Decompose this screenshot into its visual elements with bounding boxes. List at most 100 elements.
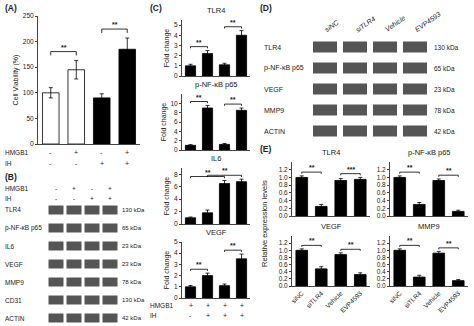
svg-text:siTLR4: siTLR4 — [354, 15, 376, 34]
svg-text:**: ** — [230, 19, 236, 26]
svg-text:0.0: 0.0 — [377, 212, 386, 219]
svg-text:(E): (E) — [260, 144, 272, 154]
svg-text:23 kDa: 23 kDa — [122, 261, 142, 267]
svg-text:siTLR4: siTLR4 — [305, 289, 325, 309]
svg-text:-: - — [49, 160, 52, 167]
svg-text:+: + — [223, 302, 227, 309]
svg-text:HMGB1: HMGB1 — [5, 149, 29, 156]
svg-text:(A): (A) — [5, 3, 17, 13]
svg-text:42 kDa: 42 kDa — [122, 315, 142, 321]
svg-text:-: - — [55, 195, 57, 202]
svg-text:Fold change: Fold change — [160, 103, 168, 142]
svg-text:**: ** — [309, 237, 315, 244]
svg-text:130 kDa: 130 kDa — [122, 207, 145, 213]
svg-text:23 kDa: 23 kDa — [434, 86, 455, 93]
svg-text:VEGF: VEGF — [321, 222, 342, 231]
svg-text:**: ** — [205, 169, 211, 176]
svg-text:+: + — [100, 160, 104, 167]
svg-text:2: 2 — [174, 137, 178, 144]
svg-text:MMP9: MMP9 — [5, 279, 24, 286]
svg-text:65 kDa: 65 kDa — [122, 225, 142, 231]
svg-text:+: + — [108, 195, 112, 202]
svg-text:0.0: 0.0 — [279, 212, 288, 219]
svg-text:0.8: 0.8 — [279, 254, 288, 261]
svg-text:200: 200 — [23, 38, 34, 45]
svg-text:0.4: 0.4 — [279, 268, 288, 275]
svg-text:+: + — [108, 185, 112, 192]
svg-text:***: *** — [347, 166, 355, 173]
svg-text:TLR4: TLR4 — [207, 6, 225, 15]
svg-text:1.2: 1.2 — [377, 239, 386, 246]
svg-text:VEGF: VEGF — [5, 261, 23, 268]
svg-text:**: ** — [407, 164, 413, 171]
svg-text:-: - — [49, 149, 52, 156]
svg-text:0.2: 0.2 — [377, 205, 386, 212]
svg-text:-: - — [91, 185, 93, 192]
svg-text:1.0: 1.0 — [279, 247, 288, 254]
svg-text:1.0: 1.0 — [279, 174, 288, 181]
svg-text:IL6: IL6 — [211, 154, 221, 163]
svg-text:**: ** — [196, 39, 202, 46]
svg-text:**: ** — [230, 242, 236, 249]
svg-text:+: + — [189, 302, 193, 309]
svg-text:0.8: 0.8 — [279, 181, 288, 188]
svg-text:0: 0 — [174, 220, 178, 227]
svg-text:0.2: 0.2 — [279, 275, 288, 282]
svg-text:siNC: siNC — [323, 18, 340, 33]
svg-text:0.4: 0.4 — [279, 197, 288, 204]
svg-text:1.2: 1.2 — [377, 166, 386, 173]
svg-text:0.8: 0.8 — [377, 254, 386, 261]
svg-text:Relative expression levels: Relative expression levels — [260, 180, 269, 267]
svg-text:(C): (C) — [150, 3, 162, 13]
svg-text:0: 0 — [30, 140, 34, 147]
svg-text:+: + — [72, 185, 76, 192]
svg-text:4: 4 — [174, 32, 178, 39]
svg-text:TLR4: TLR4 — [5, 206, 21, 213]
svg-text:23 kDa: 23 kDa — [122, 243, 142, 249]
svg-text:8: 8 — [174, 170, 178, 177]
svg-text:IH: IH — [5, 195, 12, 202]
svg-text:ACTIN: ACTIN — [5, 315, 25, 322]
svg-text:**: ** — [446, 240, 452, 247]
svg-text:-: - — [55, 185, 57, 192]
svg-text:2: 2 — [174, 52, 178, 59]
svg-text:+: + — [206, 302, 210, 309]
svg-text:78 kDa: 78 kDa — [122, 279, 142, 285]
svg-text:0.6: 0.6 — [279, 189, 288, 196]
svg-text:EVP4593: EVP4593 — [414, 10, 442, 33]
svg-text:0.6: 0.6 — [377, 261, 386, 268]
svg-text:EVP4593: EVP4593 — [437, 289, 462, 314]
svg-text:0: 0 — [174, 146, 178, 153]
svg-text:-: - — [100, 149, 103, 156]
svg-text:Vehicle: Vehicle — [422, 289, 442, 309]
svg-text:42 kDa: 42 kDa — [434, 128, 455, 135]
svg-text:4: 4 — [174, 128, 178, 135]
svg-text:+: + — [125, 149, 129, 156]
svg-text:0.2: 0.2 — [377, 275, 386, 282]
svg-text:**: ** — [407, 237, 413, 244]
svg-text:0.2: 0.2 — [279, 205, 288, 212]
svg-text:p-NF-κB p65: p-NF-κB p65 — [5, 224, 42, 232]
svg-text:**: ** — [196, 94, 202, 101]
svg-text:130 kDa: 130 kDa — [434, 44, 459, 51]
svg-text:3: 3 — [174, 42, 178, 49]
svg-text:0.4: 0.4 — [377, 197, 386, 204]
svg-text:0.0: 0.0 — [377, 282, 386, 289]
svg-text:0.8: 0.8 — [377, 181, 386, 188]
svg-text:4: 4 — [174, 195, 178, 202]
svg-text:Fold change: Fold change — [163, 29, 171, 68]
svg-text:TLR4: TLR4 — [264, 44, 281, 51]
svg-text:50: 50 — [26, 115, 34, 122]
svg-text:0: 0 — [174, 72, 178, 79]
svg-text:100: 100 — [23, 89, 34, 96]
svg-text:p-NF-κB p65: p-NF-κB p65 — [195, 80, 238, 89]
svg-text:8: 8 — [174, 109, 178, 116]
svg-text:-: - — [75, 160, 78, 167]
svg-text:p-NF-κB p65: p-NF-κB p65 — [408, 148, 451, 157]
svg-text:p-NF-κB p65: p-NF-κB p65 — [264, 64, 304, 72]
svg-text:+: + — [206, 312, 210, 319]
svg-text:6: 6 — [174, 118, 178, 125]
svg-text:250: 250 — [23, 12, 34, 19]
svg-text:+: + — [240, 312, 244, 319]
svg-text:**: ** — [222, 167, 228, 174]
